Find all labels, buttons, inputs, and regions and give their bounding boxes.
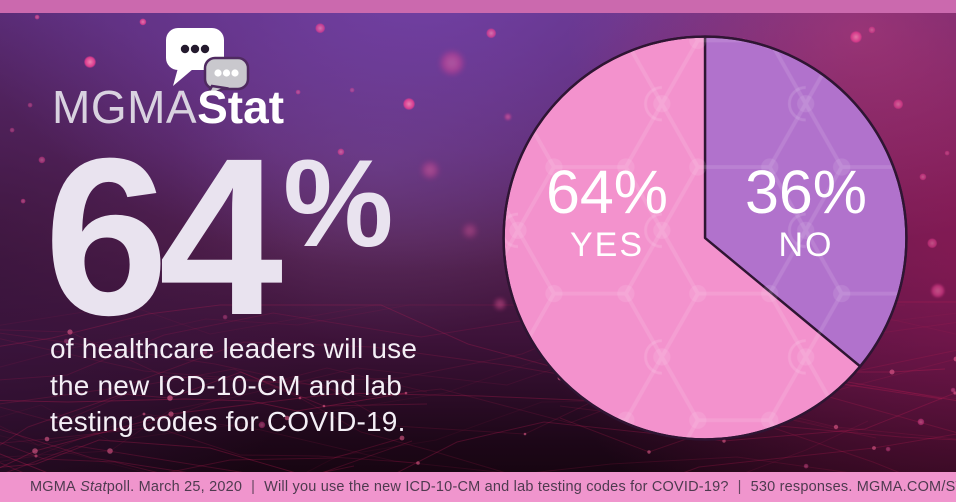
bokeh-dot <box>349 87 355 93</box>
brand-wordmark-light: MGMA <box>52 81 198 133</box>
big-stat: 64 % <box>44 112 393 362</box>
big-stat-percent-sign: % <box>283 135 394 273</box>
pie-chart <box>502 35 908 441</box>
bokeh-dot <box>315 23 325 33</box>
bokeh-dot <box>919 173 927 181</box>
pie-label-no: 36% NO <box>726 162 886 265</box>
bokeh-dot <box>295 89 301 95</box>
bokeh-dot <box>20 198 26 204</box>
brand-wordmark: MGMAStat <box>52 84 284 130</box>
bokeh-dot <box>27 102 33 108</box>
bokeh-dot <box>34 14 40 20</box>
bokeh-dot <box>421 161 439 179</box>
pie-hex-overlay <box>504 37 906 439</box>
stat-headline: of healthcare leaders will use the new I… <box>50 331 417 441</box>
big-stat-value: 64 <box>44 112 283 362</box>
pie-no-percent: 36% <box>744 158 868 226</box>
pie-no-word: NO <box>778 226 834 264</box>
footer-separator: | <box>251 479 256 495</box>
stat-headline-line1: of healthcare leaders will use <box>50 333 418 364</box>
footer-question: Will you use the new ICD-10-CM and lab t… <box>264 479 729 495</box>
bokeh-dot <box>462 223 478 239</box>
bokeh-dot <box>84 56 96 68</box>
footer-org: MGMA <box>30 479 76 495</box>
footer-poll-name: Stat <box>80 479 107 495</box>
bokeh-dot <box>927 238 937 248</box>
top-accent-bar <box>0 0 956 13</box>
pie-yes-percent: 64% <box>545 158 669 226</box>
pie-label-yes: 64% YES <box>527 162 687 265</box>
footer-separator: | <box>737 479 742 495</box>
footer-responses: 530 responses. MGMA.COM/STAT, #MGMASTAT <box>750 479 956 495</box>
footer-poll-date: poll. March 25, 2020 <box>106 479 243 495</box>
speech-bubbles-icon <box>166 28 250 98</box>
bokeh-dot <box>944 150 950 156</box>
bokeh-dot <box>139 18 147 26</box>
stat-headline-line2: the new ICD-10-CM and lab <box>50 369 403 401</box>
stat-headline-line3: testing codes for COVID-19. <box>50 406 406 437</box>
footer-source-bar: MGMA Stat poll. March 25, 2020 | Will yo… <box>0 472 956 502</box>
pie-yes-word: YES <box>569 226 645 264</box>
pie-outline <box>502 35 908 441</box>
brand-wordmark-bold: Stat <box>197 81 285 133</box>
bokeh-dot <box>403 98 415 110</box>
bokeh-dot <box>440 51 464 75</box>
bokeh-dot <box>9 127 15 133</box>
